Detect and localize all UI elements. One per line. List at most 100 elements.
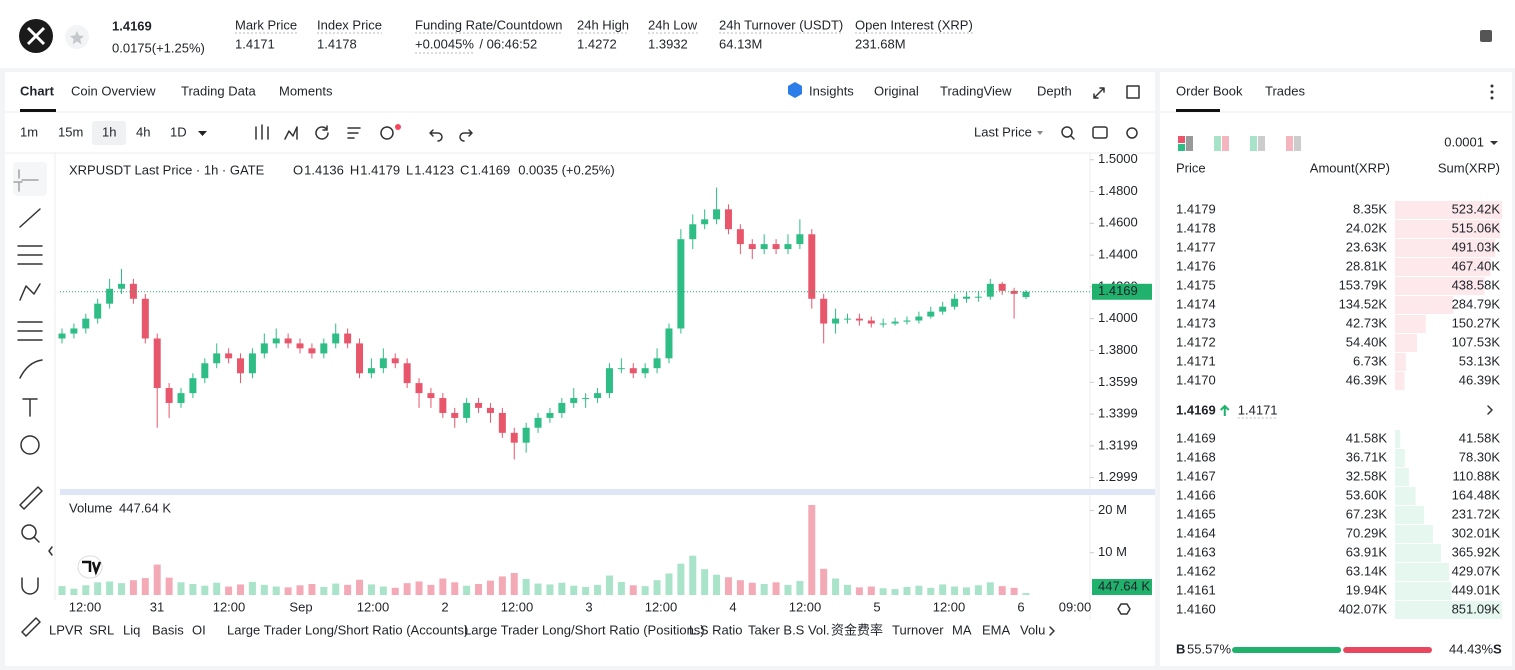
y-tick-label: 1.4600 <box>1098 215 1138 230</box>
col-header: Amount(XRP) <box>1310 160 1390 175</box>
candle-body <box>463 402 471 418</box>
indicator[interactable]: L.S Ratio <box>689 622 742 637</box>
candle-body <box>605 368 613 394</box>
indicator[interactable]: Liq <box>123 622 140 637</box>
depth-bar <box>1395 430 1401 448</box>
tab[interactable]: Original <box>874 83 919 98</box>
volume-bar <box>213 582 221 595</box>
stat-value: 1.4272 <box>577 36 617 51</box>
depth-bar <box>1395 468 1409 486</box>
ob-price: 1.4174 <box>1176 296 1216 311</box>
tab[interactable]: Trading Data <box>181 83 256 98</box>
chart-panel <box>5 72 1155 666</box>
depth-bar <box>1395 334 1417 352</box>
candle-body <box>475 402 483 408</box>
ob-sum: 164.48K <box>1452 487 1501 502</box>
interval[interactable]: 1m <box>20 124 38 139</box>
x-tick-label: 5 <box>873 599 880 614</box>
candle-body <box>498 412 506 433</box>
volume-bar <box>689 555 697 595</box>
volume-bar <box>165 577 173 595</box>
volume-tag <box>1092 579 1152 595</box>
tab[interactable]: Moments <box>279 83 333 98</box>
volume-bar <box>796 581 804 595</box>
ob-sum: 53.13K <box>1459 353 1501 368</box>
tab[interactable]: Depth <box>1037 83 1072 98</box>
tab[interactable]: Insights <box>809 83 854 98</box>
indicator[interactable]: LPVR <box>49 622 83 637</box>
volume-bar <box>748 582 756 595</box>
candle-body <box>736 229 744 245</box>
ob-sum: 78.30K <box>1459 449 1501 464</box>
indicator[interactable]: Large Trader Long/Short Ratio (Accounts) <box>227 622 468 637</box>
indicator[interactable]: Volu <box>1020 622 1045 637</box>
volume-bar <box>546 584 554 595</box>
volume-bar <box>570 585 578 595</box>
indicator[interactable]: Large Trader Long/Short Ratio (Positions… <box>464 622 705 637</box>
candle-body <box>510 432 518 443</box>
volume-bar <box>58 586 66 595</box>
indicator[interactable]: MA <box>952 622 972 637</box>
candle-body <box>225 353 233 359</box>
stat-label: 24h Turnover (USDT) <box>719 17 843 32</box>
indicator[interactable]: SRL <box>89 622 114 637</box>
candle-body <box>760 244 768 250</box>
indicator[interactable]: 资金费率 <box>831 622 883 637</box>
candle-body <box>391 358 399 364</box>
candle-body <box>213 353 221 364</box>
depth-bar <box>1395 601 1502 619</box>
price-type[interactable]: Last Price <box>974 124 1032 139</box>
indicator[interactable]: Taker B.S Vol. <box>748 622 830 637</box>
buy-bar <box>1232 647 1342 653</box>
candle-body <box>903 320 911 322</box>
interval[interactable]: 4h <box>136 124 150 139</box>
depth-bar <box>1395 353 1406 371</box>
candle-body <box>260 343 268 354</box>
candle-body <box>522 427 530 443</box>
x-tick-label: Sep <box>289 599 312 614</box>
indicator[interactable]: Basis <box>152 622 184 637</box>
mid-price: 1.4169 <box>1176 402 1216 417</box>
dot <box>395 124 401 130</box>
ob-price: 1.4160 <box>1176 601 1216 616</box>
candle-body <box>713 209 721 220</box>
y-tick-label: 1.3199 <box>1098 437 1138 452</box>
candle-body <box>748 244 756 250</box>
candle-body <box>570 398 578 403</box>
ob-amount: 24.02K <box>1346 220 1388 235</box>
ob-sum: 107.53K <box>1452 334 1501 349</box>
tab-underline <box>20 109 56 112</box>
tab[interactable]: Order Book <box>1176 83 1243 98</box>
ob-sum: 449.01K <box>1452 582 1501 597</box>
caret[interactable] <box>198 131 207 136</box>
ob-sum: 302.01K <box>1452 525 1501 540</box>
interval[interactable]: 15m <box>58 124 83 139</box>
book-icon[interactable] <box>1480 30 1492 42</box>
precision[interactable]: 0.0001 <box>1444 134 1484 149</box>
x-tick-label: 12:00 <box>357 599 390 614</box>
ob-sum: 41.58K <box>1459 430 1501 445</box>
volume-bar <box>915 585 923 595</box>
tool-selected[interactable] <box>13 162 47 196</box>
interval[interactable]: 1h <box>102 124 116 139</box>
y-tick-label: 20 M <box>1098 502 1127 517</box>
tab[interactable]: Coin Overview <box>71 83 156 98</box>
tab[interactable]: Trades <box>1265 83 1305 98</box>
tab[interactable]: Chart <box>20 83 55 98</box>
indicator[interactable]: EMA <box>982 622 1011 637</box>
ob-price: 1.4162 <box>1176 563 1216 578</box>
interval[interactable]: 1D <box>170 124 187 139</box>
indicator[interactable]: OI <box>192 622 206 637</box>
candle-body <box>867 320 875 324</box>
stat-label: 24h Low <box>648 17 698 32</box>
volume-bar <box>177 582 185 595</box>
volume-bar <box>379 586 387 595</box>
volume-bar <box>534 583 542 595</box>
indicator[interactable]: Turnover <box>892 622 944 637</box>
tab[interactable]: TradingView <box>940 83 1012 98</box>
ob-price: 1.4168 <box>1176 449 1216 464</box>
depth-bar <box>1395 201 1502 219</box>
sell-pct: 44.43% <box>1449 641 1494 656</box>
legend-key: C <box>460 162 469 177</box>
candle-body <box>784 244 792 250</box>
